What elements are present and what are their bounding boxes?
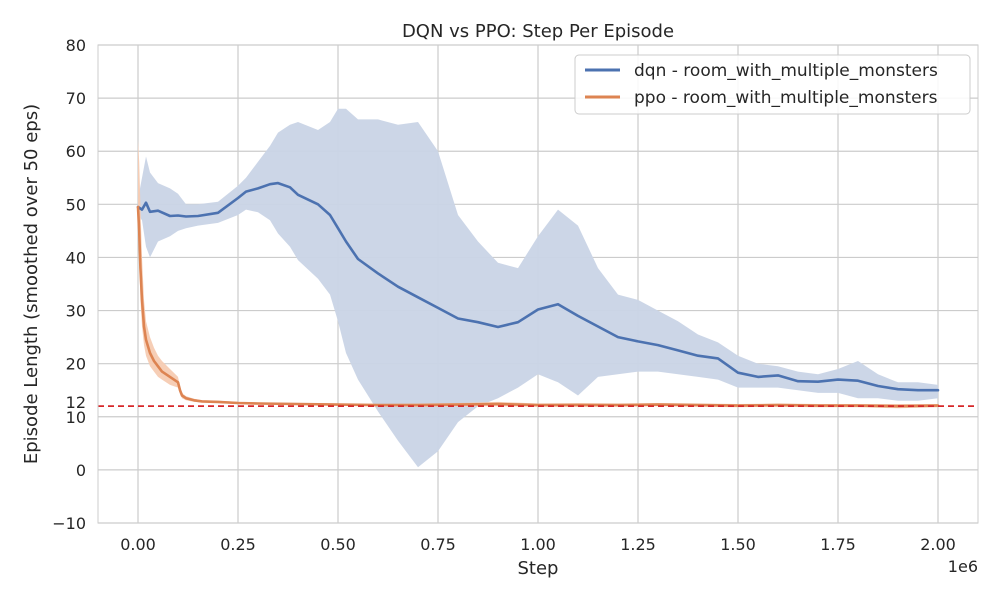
chart-title: DQN vs PPO: Step Per Episode bbox=[402, 21, 674, 42]
y-axis-title: Episode Length (smoothed over 50 eps) bbox=[21, 104, 42, 464]
x-axis-scale-label: 1e6 bbox=[948, 557, 978, 576]
x-tick-label: 0.25 bbox=[220, 535, 256, 554]
confidence-bands bbox=[138, 108, 938, 468]
legend-box bbox=[574, 54, 971, 115]
x-tick-label: 0.50 bbox=[320, 535, 356, 554]
y-tick-label: 10 bbox=[66, 408, 86, 427]
y-tick-label: 80 bbox=[66, 36, 86, 55]
y-tick-label: 20 bbox=[66, 355, 86, 374]
plot-frame bbox=[97, 44, 979, 524]
y-tick-label: 50 bbox=[66, 195, 86, 214]
legend: dqn - room_with_multiple_monsters ppo - … bbox=[574, 54, 971, 115]
x-tick-labels: 0.00 0.25 0.50 0.75 1.00 1.25 1.50 1.75 2.00 bbox=[120, 535, 956, 554]
y-tick-label: −10 bbox=[52, 514, 86, 533]
x-tick-label: 1.50 bbox=[720, 535, 756, 554]
legend-label-ppo: ppo - room_with_multiple_monsters bbox=[634, 88, 938, 108]
band-dqn bbox=[138, 108, 938, 468]
y-tick-label: 30 bbox=[66, 302, 86, 321]
y-tick-labels: −10 0 10 20 30 40 50 60 70 80 12 bbox=[52, 36, 86, 533]
line-dqn bbox=[136, 181, 940, 392]
x-tick-label: 0.00 bbox=[120, 535, 156, 554]
line-ppo bbox=[136, 205, 940, 408]
y-tick-label: 40 bbox=[66, 248, 86, 267]
y-tick-label: 0 bbox=[76, 461, 86, 480]
reference-line-label: 12 bbox=[66, 393, 86, 412]
x-tick-label: 1.25 bbox=[620, 535, 656, 554]
x-tick-label: 2.00 bbox=[920, 535, 956, 554]
y-tick-label: 70 bbox=[66, 89, 86, 108]
x-tick-label: 1.00 bbox=[520, 535, 556, 554]
series-lines bbox=[136, 181, 940, 408]
x-tick-label: 0.75 bbox=[420, 535, 456, 554]
x-tick-label: 1.75 bbox=[820, 535, 856, 554]
y-tick-label: 60 bbox=[66, 142, 86, 161]
legend-label-dqn: dqn - room_with_multiple_monsters bbox=[634, 61, 938, 81]
x-axis-title: Step bbox=[518, 558, 559, 579]
